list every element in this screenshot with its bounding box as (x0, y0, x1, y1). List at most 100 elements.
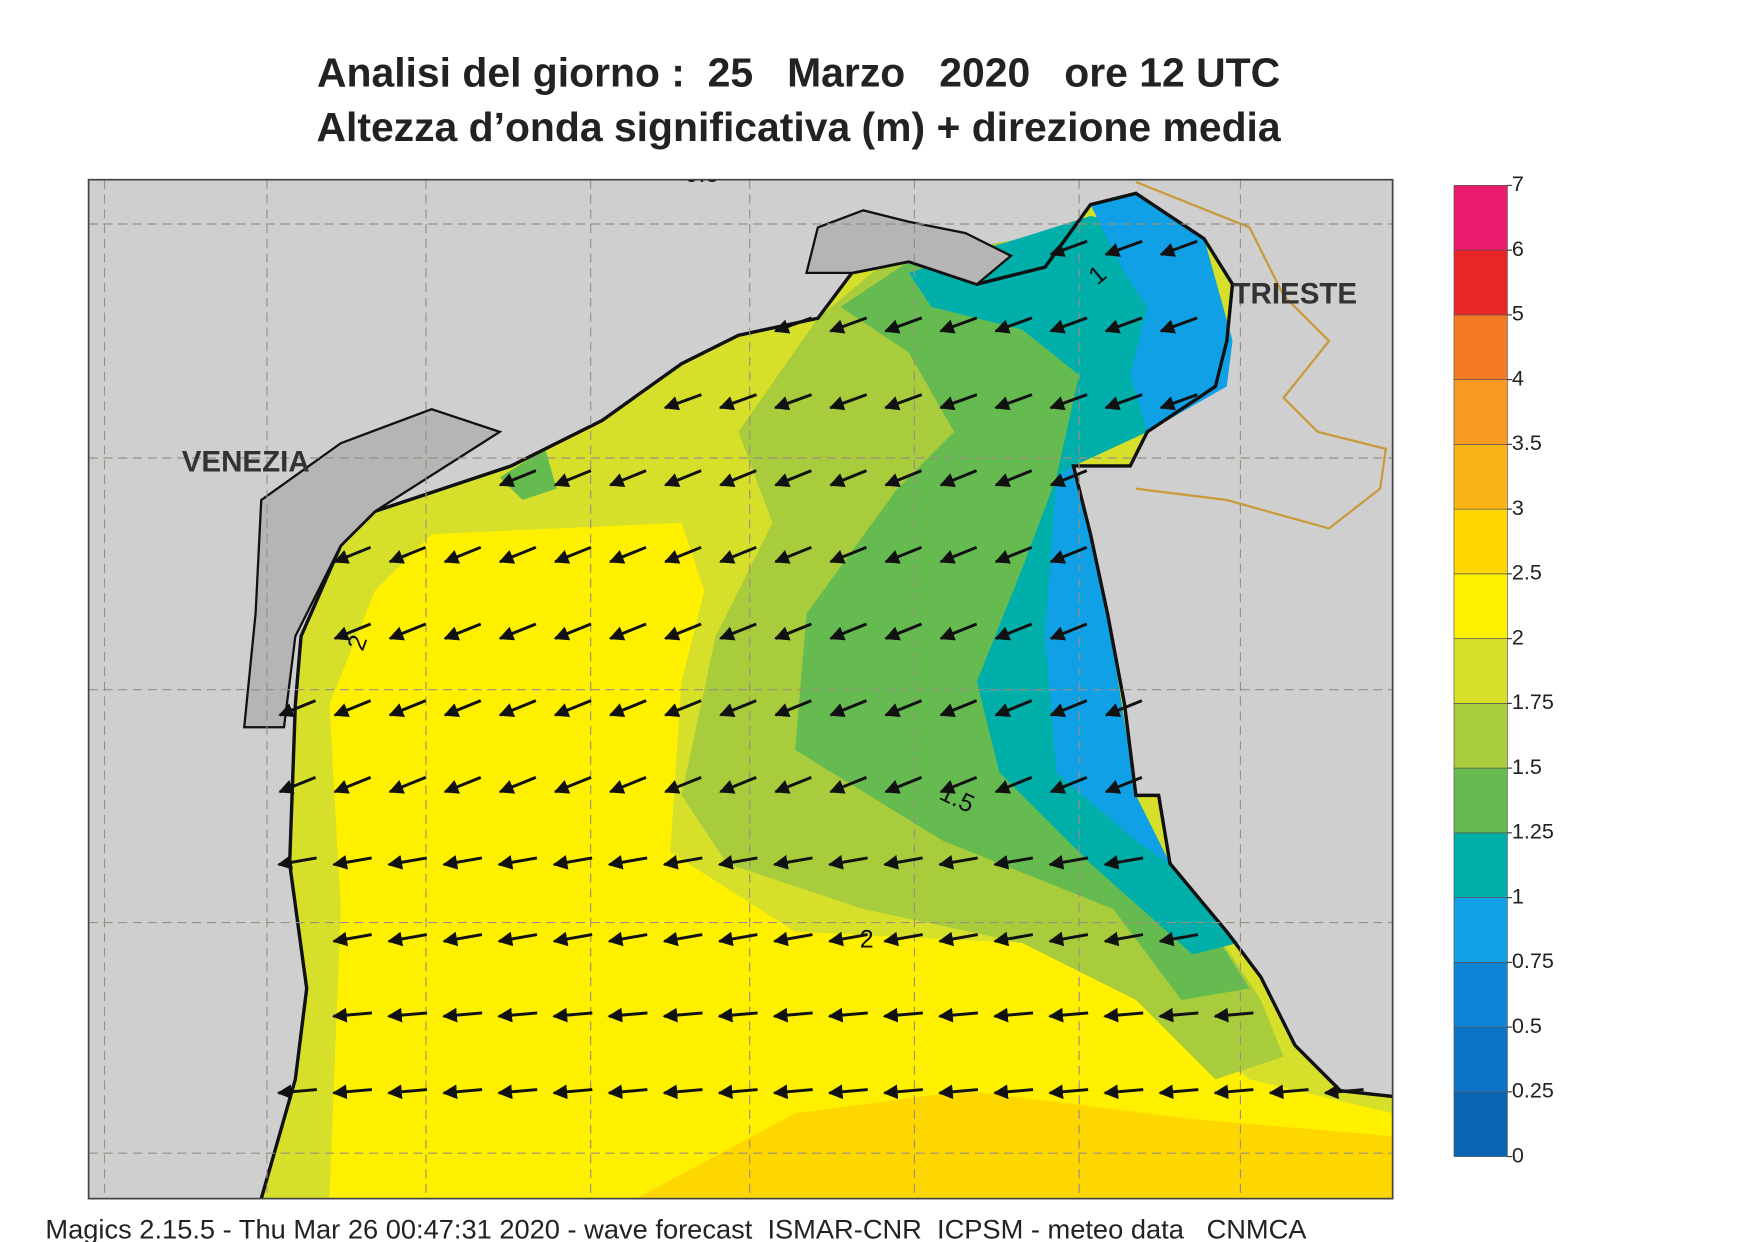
direction-arrow (829, 699, 867, 717)
colorbar-band (1453, 832, 1508, 898)
direction-arrow (1049, 316, 1088, 334)
direction-arrow (1104, 239, 1143, 257)
graticule (88, 179, 1393, 1199)
direction-arrow (331, 1084, 373, 1100)
direction-arrow (772, 1084, 813, 1100)
direction-arrow (498, 545, 537, 564)
direction-arrow (1104, 775, 1143, 794)
direction-arrow (1158, 931, 1199, 947)
direction-arrow (774, 699, 812, 717)
colorbar-label: 1.5 (1512, 754, 1542, 779)
direction-arrow (827, 1084, 868, 1100)
direction-arrow (774, 775, 812, 794)
direction-arrow (1049, 393, 1088, 411)
direction-arrow (1159, 393, 1198, 411)
direction-arrow (333, 699, 372, 717)
colorbar-label: 1.25 (1512, 819, 1554, 844)
direction-arrow (662, 1007, 703, 1023)
direction-arrow (608, 775, 647, 794)
direction-arrow (1158, 1007, 1199, 1023)
direction-arrow (939, 316, 978, 334)
direction-arrow (938, 1007, 979, 1023)
direction-arrow (498, 699, 537, 717)
direction-arrow (333, 545, 372, 564)
direction-arrow (1049, 545, 1088, 564)
direction-arrow (443, 622, 482, 641)
direction-arrow (387, 1007, 428, 1023)
direction-arrow (829, 316, 868, 334)
direction-arrow (443, 699, 482, 717)
direction-arrow (1048, 855, 1089, 870)
direction-arrow (993, 1007, 1034, 1023)
direction-arrow (1158, 1084, 1199, 1100)
direction-arrow (608, 545, 647, 564)
direction-arrow (443, 775, 482, 794)
direction-arrow (278, 775, 317, 794)
direction-arrow (719, 775, 757, 794)
direction-arrow (498, 622, 537, 641)
direction-arrow (1268, 1084, 1309, 1100)
direction-arrow (388, 699, 427, 717)
direction-arrow (387, 855, 428, 870)
direction-arrow (331, 1007, 373, 1023)
direction-arrow (1048, 1084, 1089, 1100)
direction-arrow (442, 855, 483, 870)
direction-arrow (718, 393, 758, 411)
direction-arrow (829, 469, 867, 487)
direction-arrow (939, 622, 978, 641)
colorbar-band (1453, 379, 1508, 445)
contour-label: 2 (860, 925, 874, 953)
contour-label: 0.5 (685, 160, 720, 188)
direction-arrow (608, 699, 647, 717)
colorbar-label: 0.75 (1512, 948, 1554, 973)
direction-arrow (884, 699, 923, 717)
direction-arrow (1049, 699, 1088, 717)
direction-arrow (994, 622, 1033, 641)
colorbar-band (1453, 314, 1508, 380)
colorbar-label: 7 (1512, 171, 1524, 196)
direction-arrow (552, 855, 593, 870)
direction-arrow (717, 931, 758, 947)
direction-arrow (1104, 316, 1143, 334)
direction-arrow (829, 622, 867, 641)
direction-arrow (1048, 1007, 1089, 1023)
direction-arrow (333, 622, 372, 641)
direction-arrow (663, 545, 702, 564)
title: Analisi del giorno : 25 Marzo 2020 ore 1… (317, 50, 1280, 96)
direction-arrow (774, 469, 812, 487)
direction-arrow (607, 855, 648, 870)
direction-arrow (1213, 1007, 1254, 1023)
direction-arrow (553, 622, 592, 641)
direction-arrow (1323, 1084, 1364, 1100)
direction-arrow (938, 931, 978, 947)
direction-arrow (277, 855, 317, 870)
map: 0.5 1 2 1.5 2 VENEZIA TRIESTE (88, 160, 1393, 1199)
direction-arrow (498, 775, 537, 794)
colorbar-band (1453, 638, 1508, 704)
direction-arrow (719, 469, 757, 487)
direction-arrow (882, 1007, 923, 1023)
grid-line (88, 179, 1393, 1199)
direction-arrow (332, 855, 372, 870)
direction-arrow (884, 393, 923, 411)
colorbar-label: 0.25 (1512, 1078, 1554, 1103)
direction-arrow (774, 622, 812, 641)
direction-arrow (553, 699, 592, 717)
direction-arrow (607, 1007, 648, 1023)
direction-arrow (1049, 775, 1088, 794)
direction-arrow (442, 1007, 483, 1023)
direction-arrow (773, 316, 813, 334)
direction-arrow (939, 699, 978, 717)
colorbar-band (1453, 703, 1508, 769)
direction-arrow (1103, 931, 1144, 947)
direction-arrow (497, 1084, 538, 1100)
field-0.75-1 (1045, 465, 1170, 864)
direction-arrow (442, 1084, 483, 1100)
direction-arrow (388, 775, 427, 794)
colorbar-label: 1.75 (1512, 689, 1554, 714)
direction-arrow (883, 855, 923, 870)
direction-arrow (443, 545, 482, 564)
direction-arrow (1103, 1007, 1144, 1023)
direction-arrow (1159, 316, 1198, 334)
